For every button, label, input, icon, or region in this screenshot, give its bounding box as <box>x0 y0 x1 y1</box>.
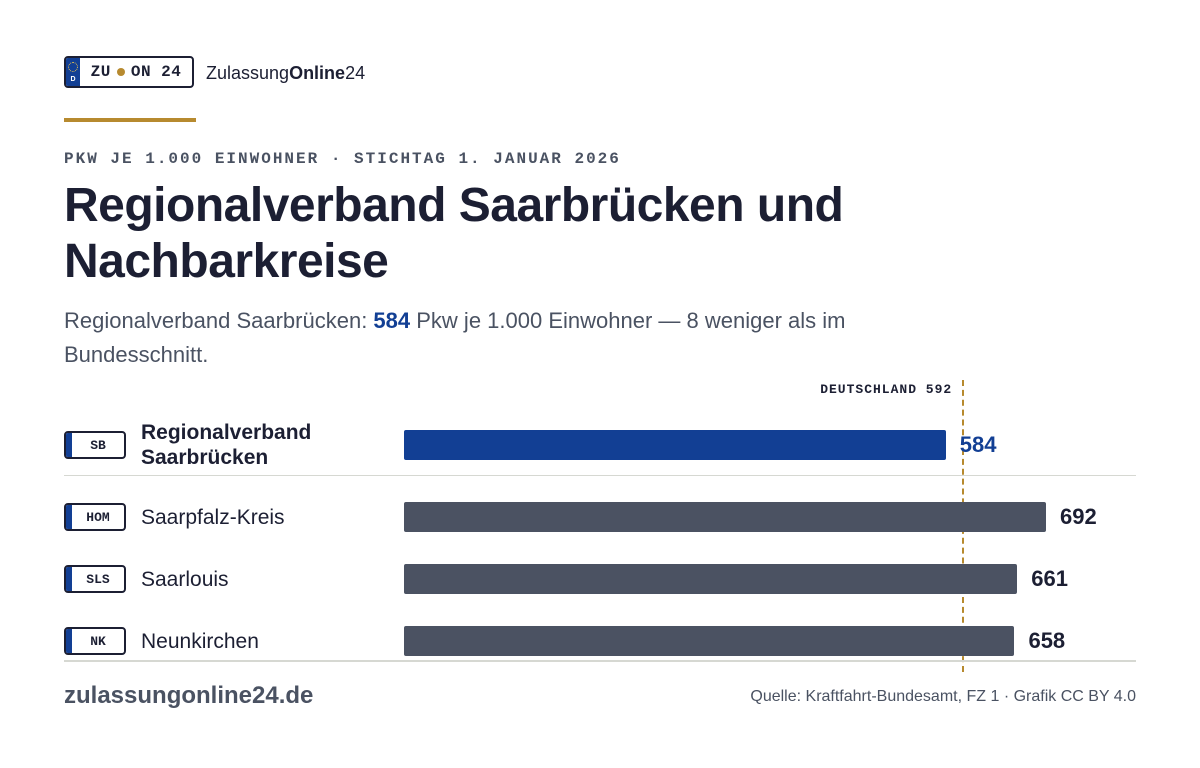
category-label: Regionalverband Saarbrücken <box>141 421 312 469</box>
logo-plate-right: ON 24 <box>130 63 182 81</box>
bar <box>404 502 1046 532</box>
bar <box>404 430 946 460</box>
subtitle-prefix: Regionalverband Saarbrücken: <box>64 308 374 333</box>
eu-band-icon <box>66 505 72 529</box>
subtitle-value: 584 <box>373 308 411 333</box>
category-label: Saarpfalz-Kreis <box>141 506 285 529</box>
reference-label: DEUTSCHLAND 592 <box>820 382 953 397</box>
accent-rule <box>64 118 196 122</box>
category-label: Saarlouis <box>141 568 229 591</box>
plate-hom: HOM <box>64 503 126 531</box>
subtitle-suffix: Pkw je 1.000 Einwohner — 8 weniger als i… <box>64 308 846 367</box>
plate-sls: SLS <box>64 565 126 593</box>
bar <box>404 626 1015 656</box>
category-label: Neunkirchen <box>141 630 259 653</box>
eu-band-icon <box>66 433 72 457</box>
footer-source: Quelle: Kraftfahrt-Bundesamt, FZ 1 · Gra… <box>750 688 1136 705</box>
plate-code: SLS <box>86 571 110 587</box>
brand-bold: Online <box>289 63 346 83</box>
plate-nk: NK <box>64 627 126 655</box>
plate-country: D <box>70 76 76 83</box>
logo-plate: D ZU ON 24 <box>64 56 194 88</box>
eu-flag-icon: D <box>66 58 80 86</box>
eu-band-icon <box>66 629 72 653</box>
kicker: PKW JE 1.000 EINWOHNER · STICHTAG 1. JAN… <box>64 150 621 168</box>
plate-sb: SB <box>64 431 126 459</box>
value-label: 658 <box>1028 628 1066 653</box>
value-label: 661 <box>1031 566 1068 591</box>
brand-regular: Zulassung <box>206 63 290 83</box>
chart-title: Regionalverband Saarbrücken und Nachbark… <box>64 179 844 288</box>
plate-code: HOM <box>86 509 110 525</box>
plate-code: SB <box>90 437 106 453</box>
chart-baseline <box>64 660 1136 662</box>
brand-suffix: 24 <box>345 63 366 83</box>
row-separator <box>64 475 1136 476</box>
logo-plate-left: ZU <box>90 63 111 81</box>
plate-code: NK <box>90 633 106 649</box>
bar <box>404 564 1018 594</box>
plate-dot-icon <box>116 68 125 76</box>
value-label: 584 <box>959 432 997 457</box>
footer-site: zulassungonline24.de <box>64 682 314 709</box>
eu-band-icon <box>66 567 72 591</box>
value-label: 692 <box>1060 504 1097 529</box>
brand-name: ZulassungOnline24 <box>206 60 365 86</box>
chart-subtitle: Regionalverband Saarbrücken: 584 Pkw je … <box>64 304 964 372</box>
